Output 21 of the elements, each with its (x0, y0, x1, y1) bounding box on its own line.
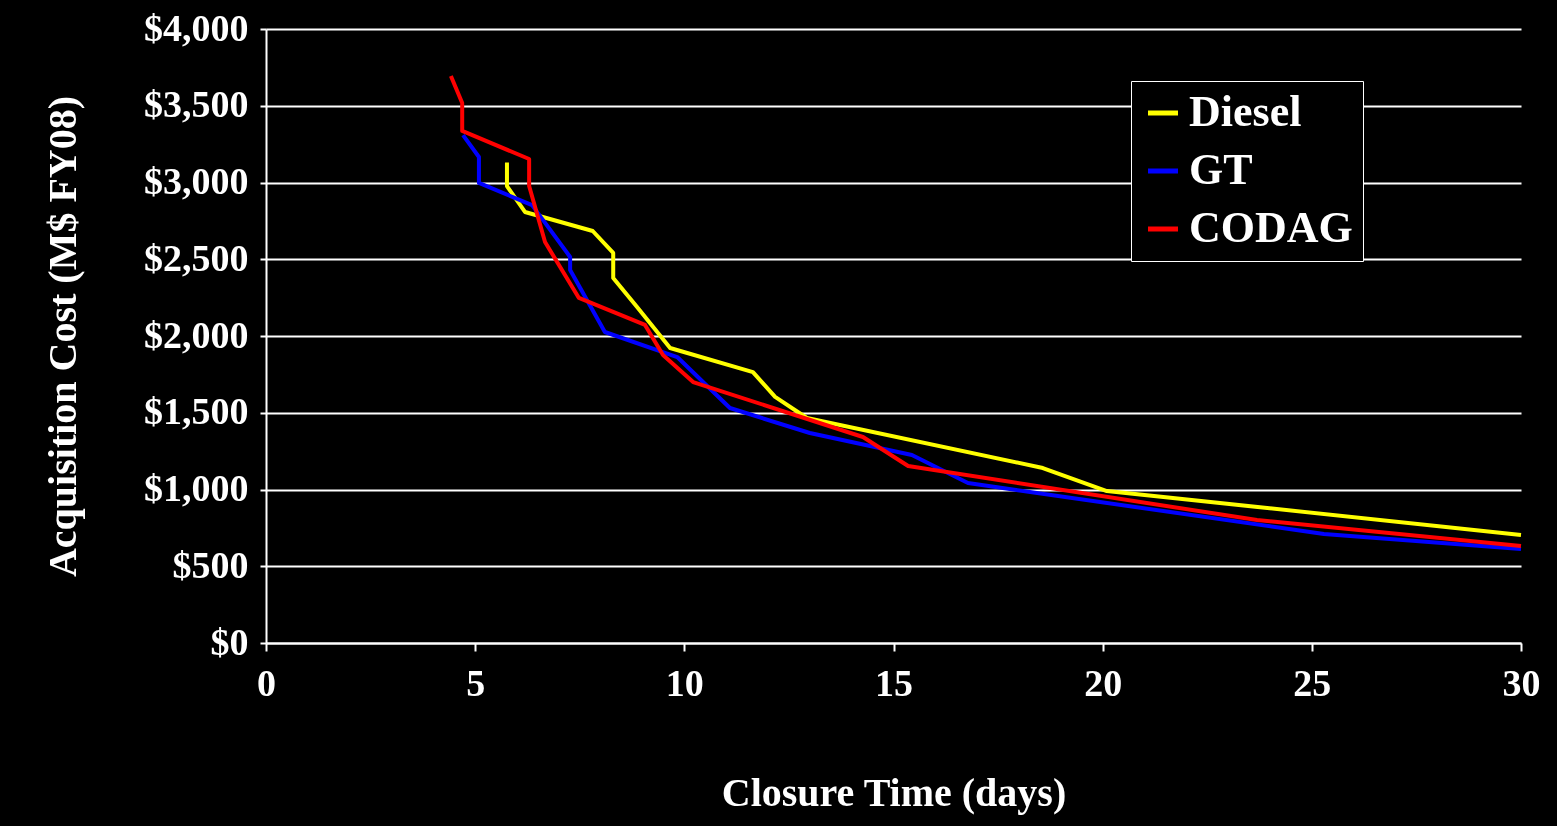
x-tick-label: 15 (875, 661, 913, 704)
x-tick-label: 10 (665, 661, 704, 704)
y-tick-label: $3,500 (144, 83, 249, 126)
legend-label: Diesel (1189, 87, 1302, 136)
y-axis-title: Acquisition Cost (M$ FY08) (40, 95, 85, 578)
y-tick-label: $3,000 (144, 160, 249, 202)
y-tick-label: $2,000 (144, 313, 249, 356)
x-tick-label: 20 (1084, 661, 1123, 704)
legend-label: CODAG (1189, 203, 1353, 252)
y-tick-label: $1,500 (144, 390, 249, 433)
x-tick-label: 30 (1502, 661, 1541, 704)
x-axis-title: Closure Time (days) (721, 769, 1067, 815)
x-tick-label: 25 (1293, 661, 1332, 704)
x-tick-label: 5 (466, 661, 486, 704)
legend-label: GT (1189, 145, 1253, 194)
x-tick-label: 0 (257, 661, 276, 704)
y-tick-label: $0 (210, 620, 249, 663)
y-tick-label: $500 (172, 543, 249, 586)
y-tick-label: $1,000 (144, 467, 249, 509)
y-tick-label: $2,500 (144, 236, 249, 279)
y-tick-label: $4,000 (144, 6, 249, 49)
